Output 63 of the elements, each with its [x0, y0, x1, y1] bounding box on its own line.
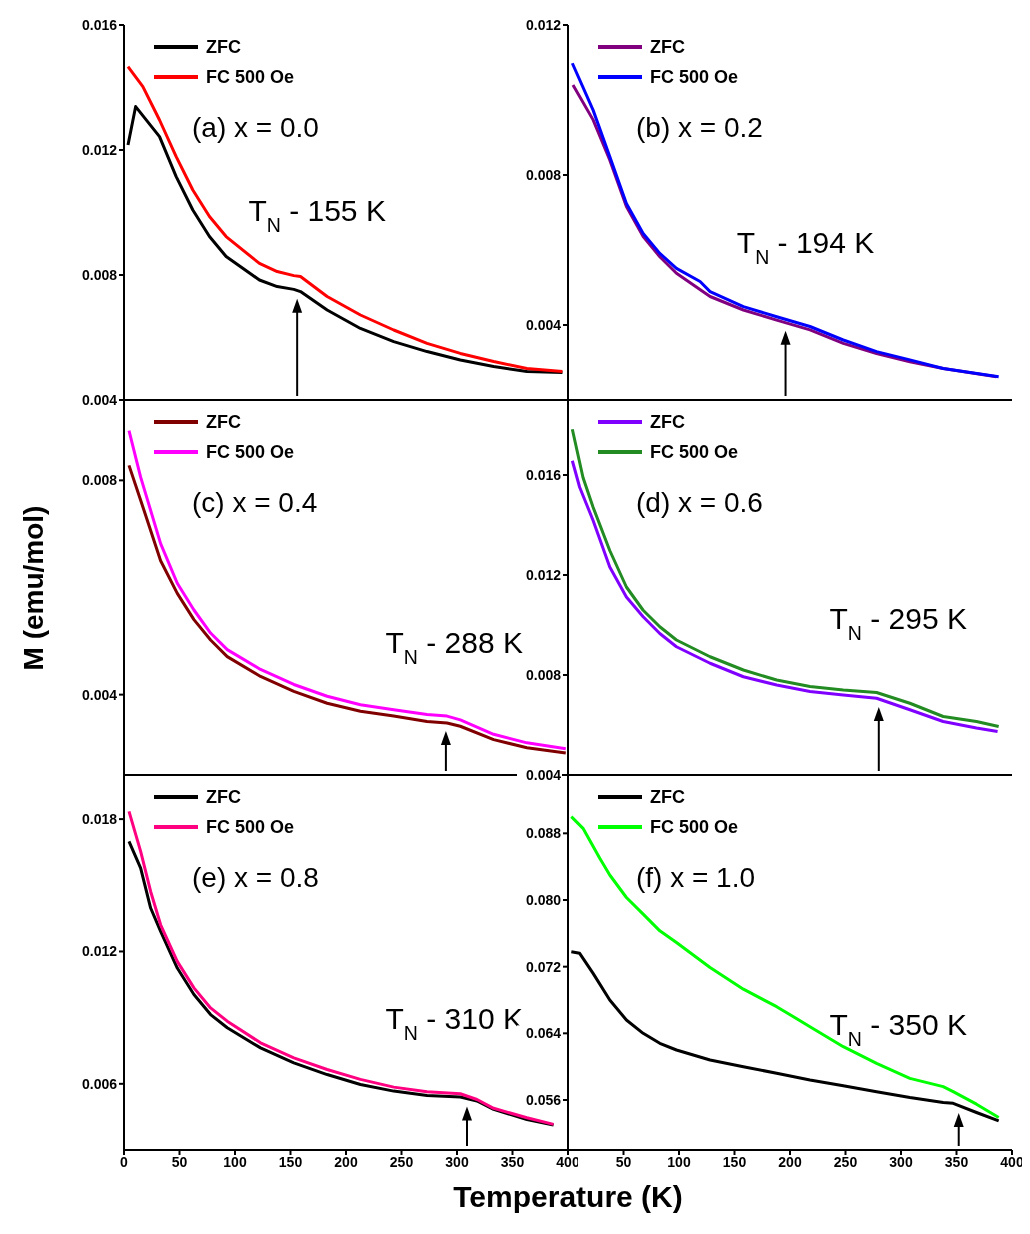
x-tick-label: 200 — [778, 1153, 802, 1170]
x-tick-label: 350 — [500, 1153, 525, 1170]
legend-label: FC 500 Oe — [650, 67, 739, 87]
legend-label: ZFC — [206, 412, 241, 432]
annotation: (e) x = 0.8 — [192, 862, 319, 893]
annotation: (f) x = 1.0 — [636, 862, 756, 893]
y-tick-label: 0.080 — [525, 891, 562, 908]
x-axis-title: Temperature (K) — [452, 1180, 684, 1214]
legend-label: FC 500 Oe — [650, 817, 739, 837]
legend-label: FC 500 Oe — [650, 442, 739, 462]
y-tick-label: 0.008 — [81, 266, 118, 283]
line-series — [569, 950, 1001, 1123]
legend-label: ZFC — [206, 37, 241, 57]
legend-label: ZFC — [650, 37, 685, 57]
annotation: (d) x = 0.6 — [636, 487, 763, 518]
y-tick-label: 0.088 — [525, 825, 562, 842]
y-tick-label: 0.064 — [525, 1025, 562, 1042]
legend-label: FC 500 Oe — [206, 442, 295, 462]
legend-label: ZFC — [650, 787, 685, 807]
x-tick-label: 250 — [389, 1153, 414, 1170]
x-tick-label: 300 — [445, 1153, 469, 1170]
annotation: T$_{N}$ - 350 K — [829, 1008, 967, 1050]
legend-label: FC 500 Oe — [206, 67, 295, 87]
y-tick-label: 0.018 — [81, 811, 118, 828]
y-tick-label: 0.012 — [81, 141, 118, 158]
y-tick-label: 0.006 — [81, 1075, 118, 1092]
annotation: (b) x = 0.2 — [636, 112, 763, 143]
legend-label: FC 500 Oe — [206, 817, 295, 837]
y-axis-title: M (emu/mol) — [18, 505, 50, 670]
y-tick-label: 0.012 — [525, 566, 562, 583]
x-tick-label: 300 — [889, 1153, 913, 1170]
y-tick-label: 0.012 — [525, 16, 562, 33]
x-tick-label: 250 — [833, 1153, 858, 1170]
x-tick-label: 150 — [278, 1153, 303, 1170]
x-tick-label: 50 — [615, 1153, 632, 1170]
y-tick-label: 0.016 — [81, 16, 118, 33]
x-tick-label: 0 — [120, 1153, 129, 1170]
y-tick-label: 0.008 — [525, 666, 562, 683]
x-tick-label: 200 — [334, 1153, 358, 1170]
annotation: T$_{N}$ - 194 K — [736, 225, 875, 268]
x-tick-label: 100 — [667, 1153, 691, 1170]
annotation: T$_{N}$ - 288 K — [385, 626, 523, 669]
y-tick-label: 0.072 — [525, 958, 562, 975]
annotation: T$_{N}$ - 155 K — [248, 193, 386, 236]
annotation: (a) x = 0.0 — [192, 112, 319, 143]
annotation: (c) x = 0.4 — [192, 487, 318, 518]
y-tick-label: 0.004 — [81, 686, 118, 703]
y-tick-label: 0.004 — [525, 766, 562, 783]
x-tick-label: 100 — [223, 1153, 247, 1170]
y-tick-label: 0.012 — [81, 943, 118, 960]
legend-label: ZFC — [650, 412, 685, 432]
y-tick-label: 0.056 — [525, 1091, 562, 1108]
y-tick-label: 0.004 — [525, 316, 562, 333]
y-tick-label: 0.004 — [81, 391, 118, 408]
x-tick-label: 350 — [944, 1153, 969, 1170]
line-series — [569, 815, 1001, 1119]
x-tick-label: 50 — [171, 1153, 188, 1170]
x-tick-label: 150 — [722, 1153, 747, 1170]
y-tick-label: 0.008 — [525, 166, 562, 183]
annotation: T$_{N}$ - 295 K — [829, 602, 967, 644]
legend-label: ZFC — [206, 787, 241, 807]
y-tick-label: 0.016 — [525, 466, 562, 483]
y-tick-label: 0.008 — [81, 472, 118, 489]
